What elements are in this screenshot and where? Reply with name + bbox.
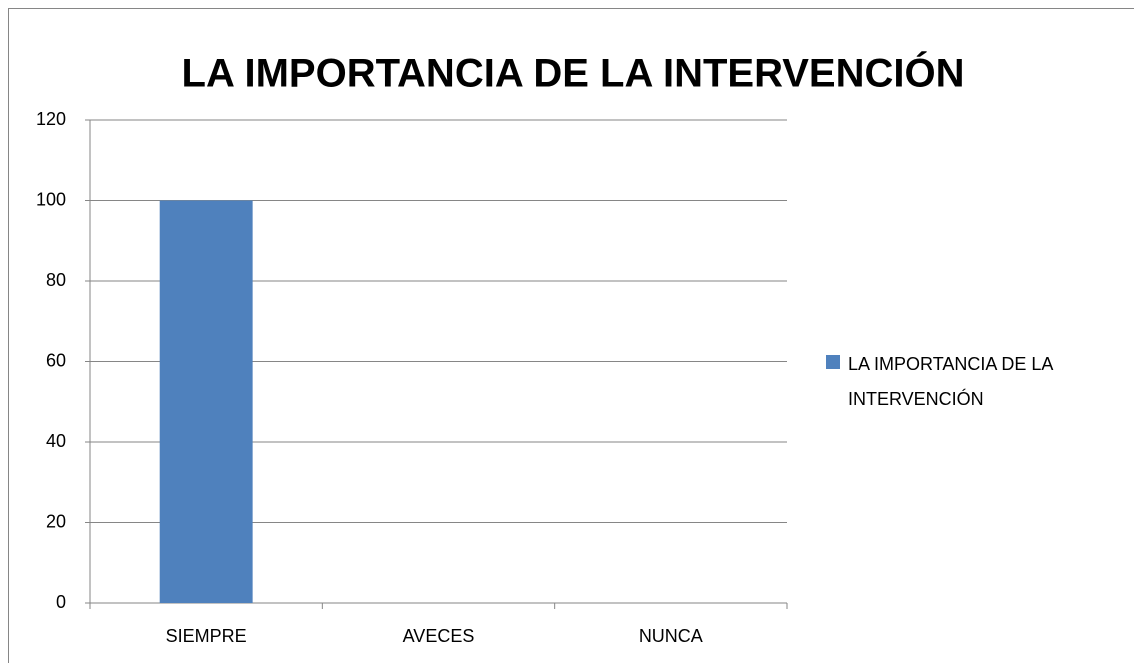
legend-swatch <box>826 355 840 369</box>
x-tick-label: NUNCA <box>639 626 703 646</box>
x-tick-label: SIEMPRE <box>166 626 247 646</box>
legend-label: LA IMPORTANCIA DE LA INTERVENCIÓN <box>848 354 1053 409</box>
y-tick-label: 0 <box>56 592 66 612</box>
legend: LA IMPORTANCIA DE LA INTERVENCIÓN <box>826 347 1116 417</box>
bar <box>159 200 253 603</box>
y-tick-label: 120 <box>36 109 66 129</box>
y-tick-label: 40 <box>46 431 66 451</box>
y-tick-label: 20 <box>46 511 66 531</box>
chart-border <box>8 8 1134 663</box>
y-tick-label: 100 <box>36 189 66 209</box>
x-tick-label: AVECES <box>403 626 475 646</box>
y-tick-label: 60 <box>46 350 66 370</box>
chart-title: LA IMPORTANCIA DE LA INTERVENCIÓN <box>182 50 965 96</box>
y-tick-label: 80 <box>46 270 66 290</box>
